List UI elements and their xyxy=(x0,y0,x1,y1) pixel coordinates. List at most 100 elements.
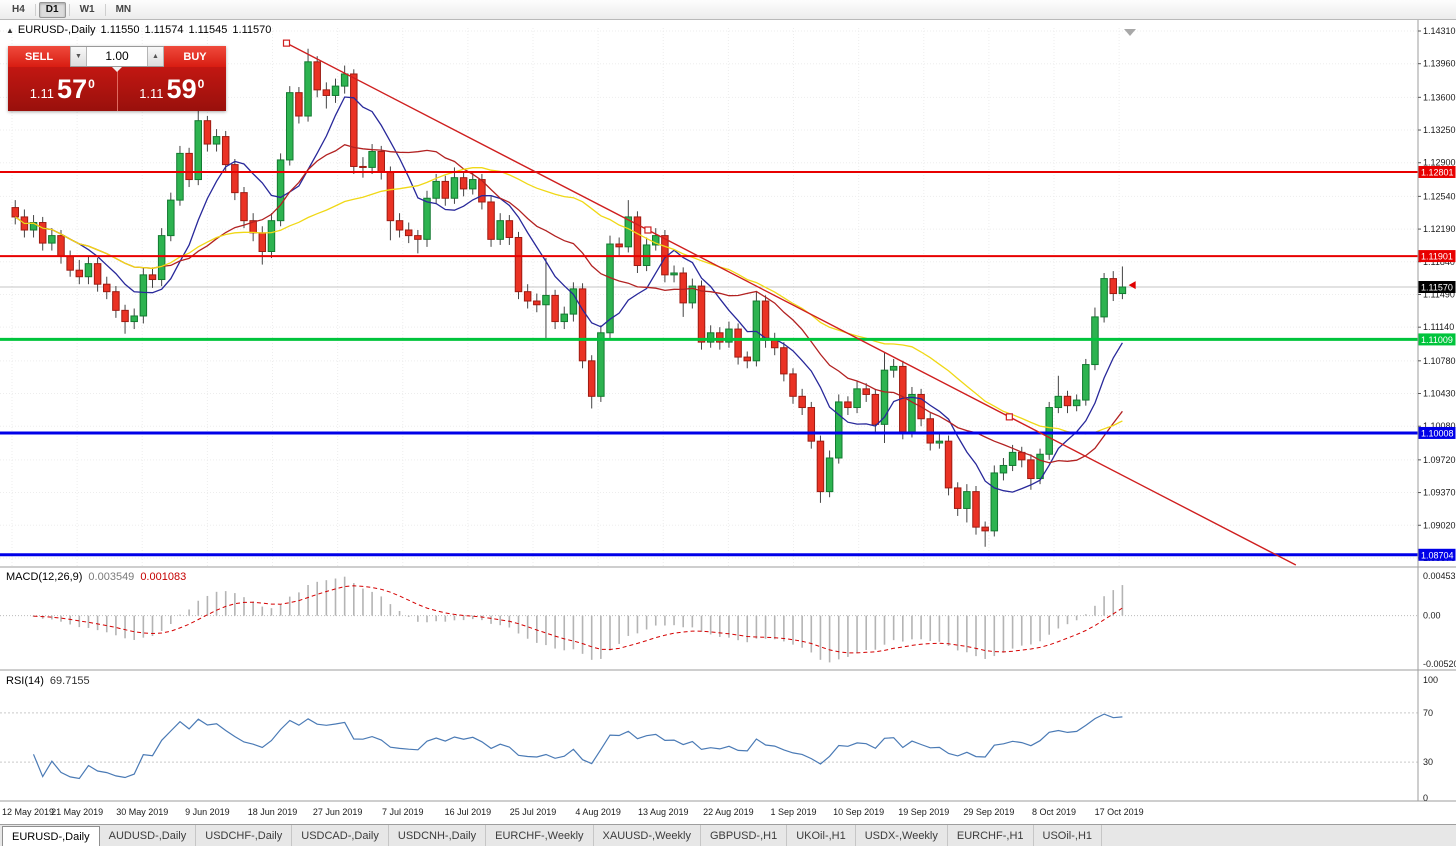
svg-text:100: 100 xyxy=(1423,675,1438,685)
rsi-value: 69.7155 xyxy=(49,675,90,687)
svg-text:21 May 2019: 21 May 2019 xyxy=(51,807,103,817)
chart-tab-gbpusd-h1[interactable]: GBPUSD-,H1 xyxy=(701,825,788,846)
rsi-panel-label: RSI(14) 69.7155 xyxy=(6,675,90,687)
ask-price-marker xyxy=(1128,281,1136,290)
trendline[interactable] xyxy=(282,39,1297,566)
macd-indicator-name: MACD(12,26,9) xyxy=(6,571,83,583)
chart-ohlc-header: ▲ EURUSD-,Daily 1.11550 1.11574 1.11545 1.115… xyxy=(6,24,276,36)
svg-text:9 Jun 2019: 9 Jun 2019 xyxy=(185,807,230,817)
price-axis[interactable]: 1.14310 1.13960 1.13600 1.13250 1.12900 1.125… xyxy=(1418,26,1456,563)
panel-separators[interactable] xyxy=(0,20,1456,802)
rsi-panel[interactable] xyxy=(0,712,1418,780)
svg-text:1.13600: 1.13600 xyxy=(1423,92,1456,102)
chart-tab-bar: EURUSD-,Daily AUDUSD-,Daily USDCHF-,Daily U… xyxy=(0,824,1456,846)
svg-text:1 Sep 2019: 1 Sep 2019 xyxy=(770,807,816,817)
svg-text:13 Aug 2019: 13 Aug 2019 xyxy=(638,807,689,817)
chart-tab-eurusd-daily[interactable]: EURUSD-,Daily xyxy=(2,826,100,846)
svg-text:30: 30 xyxy=(1423,757,1433,767)
svg-text:12 May 2019: 12 May 2019 xyxy=(2,807,54,817)
volume-decrease-button[interactable]: ▼ xyxy=(70,47,87,66)
timeframe-button-d1[interactable]: D1 xyxy=(38,1,66,18)
chart-tab-usdcad-daily[interactable]: USDCAD-,Daily xyxy=(292,825,389,846)
chart-tab-usdx-weekly[interactable]: USDX-,Weekly xyxy=(856,825,948,846)
svg-text:29 Sep 2019: 29 Sep 2019 xyxy=(963,807,1014,817)
svg-text:1.09370: 1.09370 xyxy=(1423,488,1456,498)
chart-shift-icon[interactable] xyxy=(1124,29,1136,36)
rsi-indicator-name: RSI(14) xyxy=(6,675,44,687)
chart-tab-usdcnh-daily[interactable]: USDCNH-,Daily xyxy=(389,825,487,846)
timeframe-button-w1[interactable]: W1 xyxy=(79,3,95,15)
svg-text:16 Jul 2019: 16 Jul 2019 xyxy=(445,807,492,817)
svg-text:1.12540: 1.12540 xyxy=(1423,191,1456,201)
macd-panel-label: MACD(12,26,9) 0.003549 0.001083 xyxy=(6,571,186,583)
svg-text:1.10780: 1.10780 xyxy=(1423,356,1456,366)
volume-box: ▼ 1.00 ▲ xyxy=(70,46,164,67)
svg-text:0.00: 0.00 xyxy=(1423,611,1441,621)
indicator-axis: 0.00453 0.00 -0.00520 100 70 30 0 xyxy=(1423,571,1456,803)
svg-text:1.11009: 1.11009 xyxy=(1421,335,1453,345)
svg-text:1.13960: 1.13960 xyxy=(1423,59,1456,69)
buy-button[interactable]: BUY xyxy=(164,46,226,67)
bid-price-display[interactable]: 1.11 57 0 xyxy=(8,67,118,111)
svg-text:0: 0 xyxy=(1423,793,1428,803)
ohlc-close: 1.11570 xyxy=(232,24,272,36)
ask-price-prefix: 1.11 xyxy=(139,85,164,101)
collapse-subwindow-icon[interactable]: ▲ xyxy=(6,26,14,35)
svg-text:1.11901: 1.11901 xyxy=(1421,252,1453,262)
chart-tab-audusd-daily[interactable]: AUDUSD-,Daily xyxy=(100,825,197,846)
volume-increase-button[interactable]: ▲ xyxy=(147,47,164,66)
svg-text:25 Jul 2019: 25 Jul 2019 xyxy=(510,807,557,817)
toolbar-separator xyxy=(34,3,36,16)
chart-tab-usoil-h1[interactable]: USOil-,H1 xyxy=(1034,825,1103,846)
toolbar-separator xyxy=(68,3,70,16)
ask-price-display[interactable]: 1.11 59 0 xyxy=(117,67,226,111)
svg-text:10 Sep 2019: 10 Sep 2019 xyxy=(833,807,884,817)
svg-text:1.10430: 1.10430 xyxy=(1423,389,1456,399)
top-toolbar: H4 D1 W1 MN xyxy=(0,0,1456,20)
chart-tab-eurchf-weekly[interactable]: EURCHF-,Weekly xyxy=(486,825,594,846)
ask-price-pipette: 0 xyxy=(197,77,205,91)
svg-text:19 Sep 2019: 19 Sep 2019 xyxy=(898,807,949,817)
svg-text:1.11490: 1.11490 xyxy=(1423,289,1455,299)
chart-window: 1.14310 1.13960 1.13600 1.13250 1.12900 1.125… xyxy=(0,20,1456,824)
svg-text:1.12801: 1.12801 xyxy=(1421,167,1454,177)
svg-text:1.13250: 1.13250 xyxy=(1423,125,1456,135)
volume-input[interactable]: 1.00 xyxy=(105,49,129,63)
svg-text:22 Aug 2019: 22 Aug 2019 xyxy=(703,807,754,817)
price-chart-canvas[interactable]: 1.14310 1.13960 1.13600 1.13250 1.12900 1.125… xyxy=(0,20,1456,824)
macd-panel[interactable] xyxy=(0,576,1418,663)
ohlc-low: 1.11545 xyxy=(188,24,228,36)
chart-tab-xauusd-weekly[interactable]: XAUUSD-,Weekly xyxy=(594,825,701,846)
bid-price-pipette: 0 xyxy=(88,77,95,91)
chart-tab-ukoil-h1[interactable]: UKOil-,H1 xyxy=(787,825,856,846)
svg-text:1.08704: 1.08704 xyxy=(1421,550,1454,560)
svg-text:27 Jun 2019: 27 Jun 2019 xyxy=(313,807,363,817)
timeframe-button-mn[interactable]: MN xyxy=(115,3,132,15)
svg-text:1.10080: 1.10080 xyxy=(1423,421,1456,431)
svg-text:7 Jul 2019: 7 Jul 2019 xyxy=(382,807,424,817)
ohlc-open: 1.11550 xyxy=(100,24,140,36)
ohlc-high: 1.11574 xyxy=(144,24,184,36)
svg-text:30 May 2019: 30 May 2019 xyxy=(116,807,168,817)
svg-text:0.00453: 0.00453 xyxy=(1423,571,1456,581)
svg-text:18 Jun 2019: 18 Jun 2019 xyxy=(248,807,298,817)
svg-text:1.09720: 1.09720 xyxy=(1423,455,1456,465)
svg-text:1.14310: 1.14310 xyxy=(1423,26,1456,36)
chart-tab-usdchf-daily[interactable]: USDCHF-,Daily xyxy=(196,825,293,846)
svg-text:8 Oct 2019: 8 Oct 2019 xyxy=(1032,807,1076,817)
macd-value: 0.003549 xyxy=(88,571,135,583)
one-click-trading-panel: SELL ▼ 1.00 ▲ BUY 1.11 57 0 1.11 59 0 xyxy=(8,46,226,111)
svg-text:1.11570: 1.11570 xyxy=(1421,283,1453,293)
svg-text:1.12900: 1.12900 xyxy=(1423,158,1456,168)
candles-layer xyxy=(11,48,1127,547)
svg-text:70: 70 xyxy=(1423,708,1433,718)
hlines-layer[interactable] xyxy=(0,170,1418,557)
svg-text:1.09020: 1.09020 xyxy=(1423,520,1456,530)
timeframe-button-h4[interactable]: H4 xyxy=(12,3,25,15)
bid-price-big-digits: 57 xyxy=(57,73,88,104)
sell-button[interactable]: SELL xyxy=(8,46,70,67)
svg-text:-0.00520: -0.00520 xyxy=(1423,659,1456,669)
chart-tab-eurchf-h1[interactable]: EURCHF-,H1 xyxy=(948,825,1034,846)
svg-text:17 Oct 2019: 17 Oct 2019 xyxy=(1095,807,1144,817)
